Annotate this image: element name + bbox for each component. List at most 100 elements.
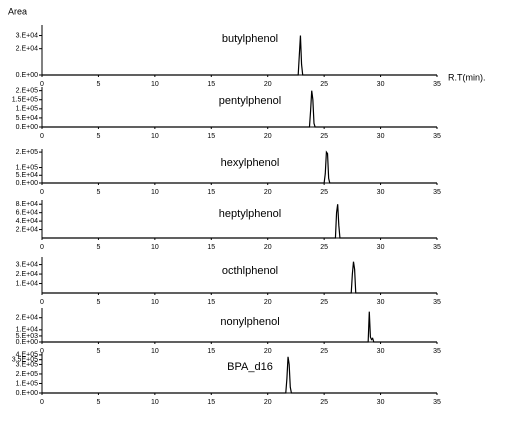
x-tick-label: 35	[433, 348, 441, 355]
panel-title: pentylphenol	[219, 95, 281, 107]
x-tick-label: 35	[433, 81, 441, 88]
y-tick-label: 2.E+05	[16, 87, 38, 94]
x-tick-label: 10	[151, 299, 159, 306]
x-axis-label: R.T(min).	[448, 72, 486, 82]
x-tick-label: 15	[207, 81, 215, 88]
panel-title: octhlphenol	[222, 265, 278, 277]
x-tick-label: 5	[96, 133, 100, 140]
x-tick-label: 20	[264, 244, 272, 251]
y-tick-label: 2.E+05	[16, 371, 38, 378]
panel-title: heptylphenol	[219, 208, 281, 220]
chromatogram-line	[42, 356, 437, 394]
x-tick-label: 30	[377, 133, 385, 140]
x-tick-label: 5	[96, 81, 100, 88]
y-tick-label: 4.E+05	[16, 352, 38, 359]
chromatogram-line	[42, 311, 437, 343]
x-tick-label: 25	[320, 189, 328, 196]
x-tick-label: 10	[151, 81, 159, 88]
x-tick-label: 15	[207, 244, 215, 251]
y-tick-label: 0.E+00	[16, 180, 38, 187]
x-tick-label: 15	[207, 189, 215, 196]
y-tick-label: 1.E+04	[16, 280, 38, 287]
x-tick-label: 0	[40, 348, 44, 355]
y-tick-label: 3.E+04	[16, 32, 38, 39]
x-tick-label: 10	[151, 244, 159, 251]
x-tick-label: 5	[96, 299, 100, 306]
y-tick-label: 3.E+04	[16, 261, 38, 268]
y-tick-label: 0.E+00	[16, 339, 38, 346]
y-tick-label: 1.E+05	[16, 164, 38, 171]
chromatogram-line	[42, 35, 437, 76]
y-tick-label: 8.E+04	[16, 201, 38, 208]
panel-title: BPA_d16	[227, 361, 273, 373]
x-tick-label: 10	[151, 348, 159, 355]
x-tick-label: 30	[377, 244, 385, 251]
x-tick-label: 10	[151, 133, 159, 140]
y-tick-label: 3.E+05	[16, 361, 38, 368]
x-tick-label: 15	[207, 299, 215, 306]
x-tick-label: 20	[264, 348, 272, 355]
x-tick-label: 20	[264, 189, 272, 196]
y-tick-label: 0.E+00	[16, 72, 38, 79]
x-tick-label: 25	[320, 299, 328, 306]
y-tick-label: 0.E+00	[16, 124, 38, 131]
y-tick-label: 5.E+03	[16, 333, 38, 340]
x-tick-label: 35	[433, 299, 441, 306]
chromatogram-line	[42, 261, 437, 294]
chromatogram-line	[42, 150, 437, 184]
y-tick-label: 2.E+04	[16, 226, 38, 233]
y-tick-label: 2.E+05	[16, 149, 38, 156]
panel-title: butylphenol	[222, 33, 278, 45]
x-tick-label: 20	[264, 81, 272, 88]
chromatogram-line	[42, 90, 437, 128]
x-tick-label: 25	[320, 81, 328, 88]
y-tick-label: 5.E+04	[16, 115, 38, 122]
x-tick-label: 10	[151, 399, 159, 406]
y-tick-label: 2.E+04	[16, 46, 38, 53]
x-tick-label: 30	[377, 348, 385, 355]
x-tick-label: 35	[433, 133, 441, 140]
x-tick-label: 0	[40, 189, 44, 196]
x-tick-label: 25	[320, 133, 328, 140]
y-tick-label: 3.5E+05	[12, 357, 38, 364]
x-tick-label: 25	[320, 348, 328, 355]
x-tick-label: 0	[40, 81, 44, 88]
panel-title: hexylphenol	[221, 157, 280, 169]
y-tick-label: 0.E+00	[16, 390, 38, 397]
x-tick-label: 0	[40, 399, 44, 406]
x-tick-label: 5	[96, 244, 100, 251]
x-tick-label: 10	[151, 189, 159, 196]
y-tick-label: 1.5E+05	[12, 97, 38, 104]
x-tick-label: 5	[96, 189, 100, 196]
x-tick-label: 35	[433, 244, 441, 251]
chromatogram-line	[42, 204, 437, 239]
x-tick-label: 30	[377, 299, 385, 306]
x-tick-label: 15	[207, 348, 215, 355]
x-tick-label: 35	[433, 189, 441, 196]
x-tick-label: 25	[320, 244, 328, 251]
x-tick-label: 0	[40, 244, 44, 251]
x-tick-label: 0	[40, 299, 44, 306]
x-tick-label: 5	[96, 399, 100, 406]
y-tick-label: 2.E+04	[16, 315, 38, 322]
x-tick-label: 20	[264, 299, 272, 306]
x-tick-label: 0	[40, 133, 44, 140]
x-tick-label: 30	[377, 399, 385, 406]
x-tick-label: 15	[207, 399, 215, 406]
x-tick-label: 15	[207, 133, 215, 140]
y-axis-label: Area	[8, 6, 27, 16]
y-tick-label: 2.E+04	[16, 271, 38, 278]
y-tick-label: 1.E+04	[16, 327, 38, 334]
x-tick-label: 20	[264, 399, 272, 406]
x-tick-label: 35	[433, 399, 441, 406]
x-tick-label: 30	[377, 81, 385, 88]
y-tick-label: 4.E+04	[16, 218, 38, 225]
panel-title: nonylphenol	[220, 316, 279, 328]
y-tick-label: 6.E+04	[16, 210, 38, 217]
y-tick-label: 1.E+05	[16, 380, 38, 387]
x-tick-label: 20	[264, 133, 272, 140]
x-tick-label: 30	[377, 189, 385, 196]
y-tick-label: 1.E+05	[16, 106, 38, 113]
